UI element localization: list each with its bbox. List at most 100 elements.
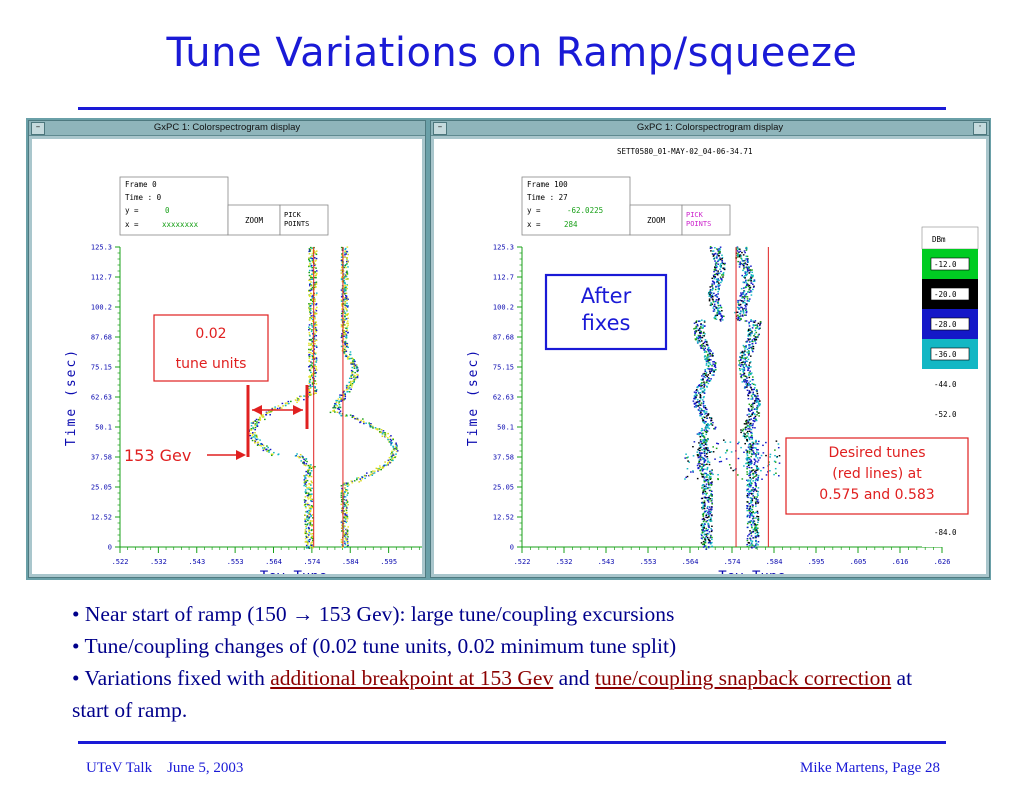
right-tune-trace-dots <box>777 443 780 445</box>
right-tune-trace-dots <box>702 520 705 523</box>
right-tune-trace-dots <box>714 263 717 265</box>
right-tune-trace-dots <box>703 389 706 392</box>
right-tune-trace-dots <box>713 283 715 285</box>
right-tune-trace-dots <box>709 535 712 537</box>
left-tune-trace-dots <box>341 320 344 322</box>
left-tune-trace-dots <box>384 432 386 434</box>
right-tune-trace-dots <box>703 452 706 455</box>
right-tune-trace-dots <box>705 447 708 450</box>
right-tune-trace-dots <box>716 314 718 317</box>
right-tune-trace-dots <box>753 402 756 404</box>
left-tune-trace-dots <box>277 453 280 455</box>
right-tune-trace-dots <box>751 349 754 352</box>
right-tune-trace-dots <box>695 396 697 399</box>
window-maximize-icon[interactable]: · <box>973 122 987 135</box>
left-tune-trace-dots <box>343 399 345 401</box>
right-tune-trace-dots <box>740 315 742 317</box>
right-tune-trace-dots <box>717 284 720 286</box>
left-tune-trace-dots <box>344 342 346 344</box>
right-tune-trace-dots <box>755 395 757 398</box>
right-tune-trace-dots <box>724 262 726 265</box>
left-tune-trace-dots <box>307 512 310 514</box>
left-tune-trace-dots <box>310 529 313 532</box>
left-tune-trace-dots <box>267 410 270 412</box>
right-tune-trace-dots <box>705 510 708 512</box>
right-tune-trace-dots <box>748 438 751 440</box>
right-tune-trace-dots <box>747 367 749 369</box>
left-tune-trace-dots <box>346 539 348 542</box>
left-tune-trace-dots <box>370 424 372 426</box>
left-tune-trace-dots <box>344 298 346 301</box>
right-tune-trace-dots <box>743 250 746 252</box>
right-tune-trace-dots <box>687 460 689 462</box>
left-tune-trace-dots <box>313 390 316 392</box>
right-tune-trace-dots <box>748 351 750 353</box>
right-tune-trace-dots <box>719 258 722 261</box>
right-tune-trace-dots <box>750 428 753 431</box>
left-tune-trace-dots <box>308 279 311 282</box>
right-tune-trace-dots <box>714 266 716 269</box>
right-tune-trace-dots <box>712 288 714 290</box>
left-tune-trace-dots <box>259 439 261 441</box>
pick-points-button[interactable] <box>681 204 731 236</box>
right-tune-trace-dots <box>721 262 723 265</box>
zoom-button[interactable] <box>227 204 281 236</box>
right-tune-trace-dots <box>707 501 710 503</box>
right-tune-trace-dots <box>702 440 704 442</box>
left-tune-trace-dots <box>346 541 349 544</box>
right-tune-trace-dots <box>753 546 755 548</box>
left-tune-trace-dots <box>259 416 261 419</box>
right-tune-trace-dots <box>710 477 712 480</box>
left-tune-trace-dots <box>343 335 345 337</box>
legend-title-box <box>921 226 979 250</box>
left-tune-trace-dots <box>314 298 316 300</box>
window-menu-icon[interactable]: – <box>31 122 45 135</box>
right-tune-trace-dots <box>713 292 715 295</box>
left-tune-trace-dots <box>344 314 347 316</box>
right-tune-trace-dots <box>756 414 758 416</box>
right-tune-trace-dots <box>705 411 708 413</box>
right-window-titlebar[interactable]: GxPC 1: Colorspectrogram display <box>431 121 989 136</box>
right-tune-trace-dots <box>754 342 757 344</box>
right-tune-trace-dots <box>709 355 712 357</box>
right-tune-trace-dots <box>744 259 746 262</box>
right-tune-trace-dots <box>720 307 723 309</box>
right-tune-trace-dots <box>741 429 744 432</box>
left-tune-trace-dots <box>350 369 353 372</box>
right-tune-trace-dots <box>699 332 701 335</box>
left-tune-trace-dots <box>259 418 262 420</box>
zoom-button[interactable] <box>629 204 683 236</box>
right-tune-trace-dots <box>746 454 749 457</box>
right-tune-trace-dots <box>698 459 701 461</box>
right-tune-trace-dots <box>695 406 697 408</box>
left-tune-trace-dots <box>311 506 313 508</box>
right-tune-trace-dots <box>702 469 704 471</box>
right-tune-trace-dots <box>752 446 754 449</box>
left-tune-trace-dots <box>340 499 343 501</box>
right-tune-trace-dots <box>719 246 722 248</box>
right-tune-trace-dots <box>694 402 697 405</box>
right-tune-trace-dots <box>716 273 718 275</box>
left-tune-trace-dots <box>344 318 347 320</box>
left-tune-trace-dots <box>341 335 343 337</box>
left-window-titlebar[interactable]: GxPC 1: Colorspectrogram display <box>29 121 425 136</box>
right-tune-trace-dots <box>702 489 705 491</box>
right-tune-trace-dots <box>755 439 757 442</box>
right-tune-trace-dots <box>750 459 753 462</box>
right-tune-trace-dots <box>712 301 715 303</box>
right-tune-trace-dots <box>708 539 710 542</box>
right-tune-trace-dots <box>751 271 754 274</box>
right-tune-trace-dots <box>745 426 747 428</box>
window-menu-icon[interactable]: – <box>433 122 447 135</box>
left-tune-trace-dots <box>347 356 350 358</box>
right-tune-trace-dots <box>698 401 700 403</box>
right-tune-trace-dots <box>705 479 707 481</box>
right-tune-trace-dots <box>712 307 715 309</box>
right-tune-trace-dots <box>711 506 713 508</box>
left-tune-trace-dots <box>307 492 310 494</box>
left-tune-trace-dots <box>254 432 256 434</box>
right-tune-trace-dots <box>746 453 748 455</box>
right-tune-trace-dots <box>748 452 751 454</box>
pick-points-button[interactable] <box>279 204 329 236</box>
right-tune-trace-dots <box>752 286 755 288</box>
